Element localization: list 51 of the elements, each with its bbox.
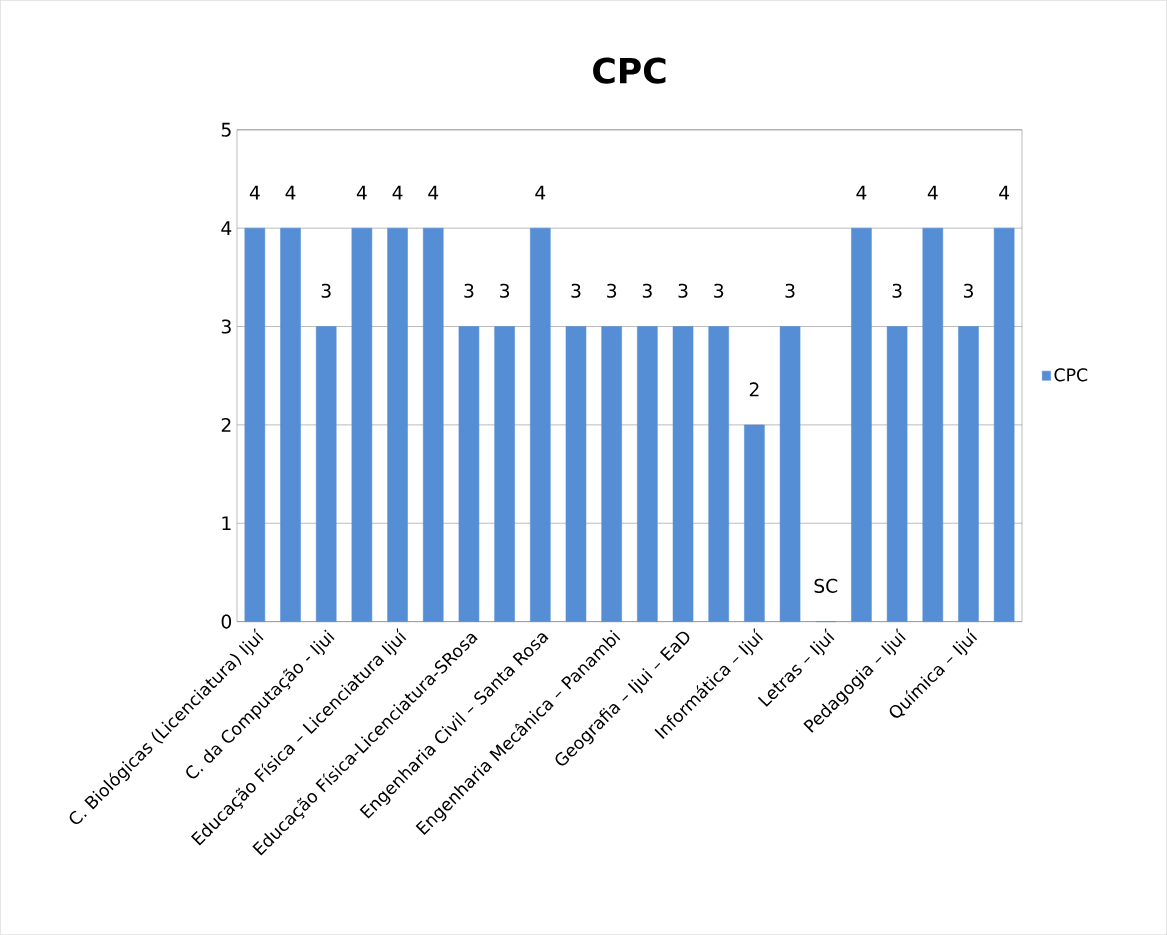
bar bbox=[530, 227, 551, 622]
text: 2 bbox=[749, 382, 759, 397]
text: 4 bbox=[856, 185, 867, 200]
y-tick-label: 1 bbox=[222, 516, 231, 531]
text: 3 bbox=[571, 283, 581, 298]
text: 3 bbox=[785, 283, 795, 298]
bar bbox=[458, 326, 480, 622]
y-tick-label: 0 bbox=[221, 614, 232, 629]
bar bbox=[993, 227, 1015, 622]
bar bbox=[280, 227, 301, 622]
bar bbox=[422, 227, 444, 622]
text: 4 bbox=[535, 185, 546, 200]
bar bbox=[886, 326, 908, 622]
chart-title: CPC bbox=[593, 57, 666, 84]
text: 3 bbox=[714, 283, 724, 298]
bar bbox=[851, 227, 872, 622]
bar bbox=[922, 227, 944, 622]
bar bbox=[744, 424, 765, 622]
bar bbox=[672, 326, 694, 622]
bar bbox=[708, 326, 729, 622]
bar bbox=[637, 326, 658, 622]
text: 4 bbox=[428, 185, 439, 200]
text: 3 bbox=[642, 283, 652, 298]
bar bbox=[779, 326, 801, 622]
text: 4 bbox=[285, 185, 296, 200]
text: 3 bbox=[963, 283, 973, 298]
bar bbox=[958, 326, 979, 622]
bar bbox=[351, 227, 373, 622]
y-tick-label: 2 bbox=[221, 417, 231, 432]
text: 3 bbox=[892, 283, 902, 298]
legend-label: CPC bbox=[1054, 368, 1088, 382]
text: 3 bbox=[607, 283, 617, 298]
bar bbox=[244, 227, 266, 622]
text: 4 bbox=[927, 185, 938, 200]
text: 3 bbox=[678, 283, 688, 298]
y-tick-label: 5 bbox=[221, 122, 231, 137]
text: 4 bbox=[249, 185, 260, 200]
text: 3 bbox=[500, 283, 510, 298]
text: 3 bbox=[464, 283, 474, 298]
bar bbox=[315, 326, 337, 622]
bar bbox=[387, 227, 408, 622]
y-tick-label: 4 bbox=[221, 221, 232, 235]
bar bbox=[494, 326, 515, 622]
text: 3 bbox=[321, 283, 331, 298]
bar bbox=[601, 326, 622, 622]
bar bbox=[565, 326, 587, 622]
text: SC bbox=[814, 578, 838, 593]
text: 4 bbox=[356, 185, 367, 200]
text: 4 bbox=[392, 185, 403, 200]
y-tick-label: 3 bbox=[221, 319, 231, 334]
text: 4 bbox=[999, 185, 1010, 200]
